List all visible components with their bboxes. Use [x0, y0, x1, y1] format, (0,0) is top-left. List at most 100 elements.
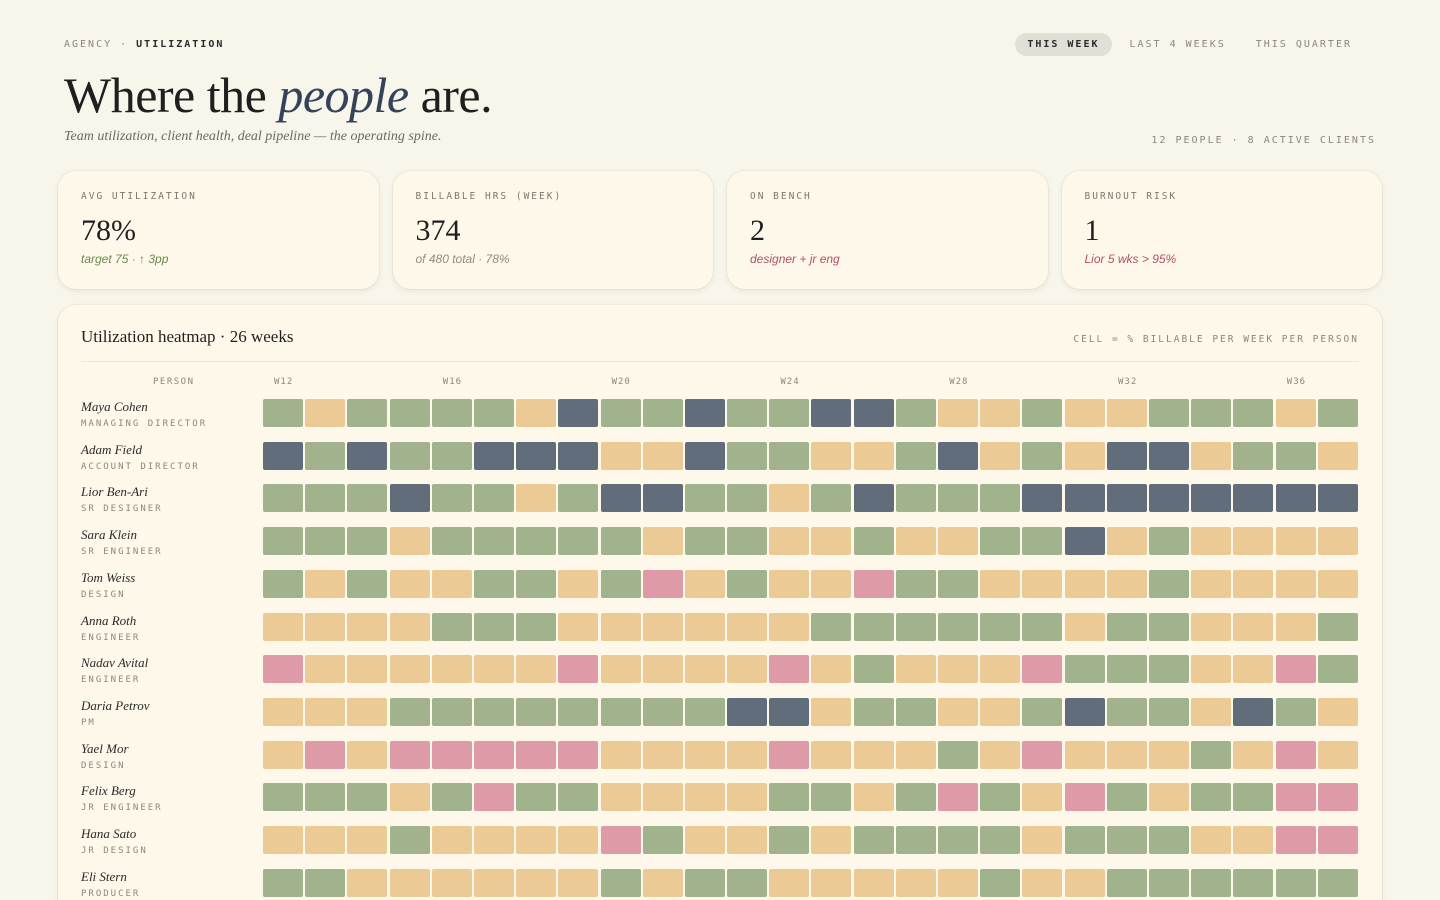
heat-cell[interactable] — [473, 527, 514, 556]
heat-cell[interactable] — [1317, 783, 1358, 812]
heat-cell[interactable] — [1317, 740, 1358, 769]
heat-cell[interactable] — [1191, 740, 1232, 769]
heat-cell[interactable] — [727, 826, 768, 854]
heat-cell[interactable] — [1148, 697, 1189, 726]
heat-cell[interactable] — [684, 527, 725, 556]
heat-cell[interactable] — [600, 527, 641, 556]
heat-cell[interactable] — [811, 783, 852, 812]
heat-cell[interactable] — [938, 612, 978, 641]
heat-cell[interactable] — [305, 527, 346, 556]
heat-cell[interactable] — [600, 740, 641, 769]
heat-cell[interactable] — [558, 399, 599, 427]
heat-cell[interactable] — [853, 783, 894, 812]
heat-cell[interactable] — [980, 868, 1021, 897]
heat-cell[interactable] — [938, 826, 978, 854]
heat-cell[interactable] — [769, 868, 810, 897]
heat-cell[interactable] — [1275, 697, 1316, 726]
heat-cell[interactable] — [980, 527, 1021, 556]
heat-cell[interactable] — [853, 399, 894, 427]
heat-cell[interactable] — [1022, 527, 1063, 556]
heat-cell[interactable] — [853, 655, 894, 684]
heat-cell[interactable] — [1191, 697, 1232, 726]
heat-cell[interactable] — [389, 868, 430, 897]
heat-cell[interactable] — [811, 868, 852, 897]
heat-cell[interactable] — [431, 569, 472, 598]
heat-cell[interactable] — [684, 826, 725, 854]
heat-cell[interactable] — [431, 697, 472, 726]
heat-cell[interactable] — [431, 527, 472, 556]
heat-cell[interactable] — [558, 868, 599, 897]
heat-cell[interactable] — [516, 826, 557, 854]
heat-cell[interactable] — [642, 655, 683, 684]
heat-cell[interactable] — [938, 527, 978, 556]
heat-cell[interactable] — [473, 783, 514, 812]
heat-cell[interactable] — [1233, 868, 1274, 897]
person-row[interactable]: Nadav Avital ENGINEER — [58, 655, 1382, 697]
heat-cell[interactable] — [727, 697, 768, 726]
heat-cell[interactable] — [769, 826, 810, 854]
heat-cell[interactable] — [727, 441, 768, 470]
heat-cell[interactable] — [895, 441, 936, 470]
heat-cell[interactable] — [1317, 399, 1358, 427]
heat-cell[interactable] — [431, 484, 472, 513]
heat-cell[interactable] — [389, 697, 430, 726]
heat-cell[interactable] — [558, 783, 599, 812]
heat-cell[interactable] — [1317, 569, 1358, 598]
heat-cell[interactable] — [389, 826, 430, 854]
heat-cell[interactable] — [263, 740, 303, 769]
heat-cell[interactable] — [1191, 655, 1232, 684]
heat-cell[interactable] — [1233, 783, 1274, 812]
heat-cell[interactable] — [684, 868, 725, 897]
heat-cell[interactable] — [600, 484, 641, 513]
heat-cell[interactable] — [347, 484, 388, 513]
heat-cell[interactable] — [1106, 441, 1147, 470]
heat-cell[interactable] — [473, 826, 514, 854]
heat-cell[interactable] — [1064, 569, 1105, 598]
person-row[interactable]: Daria Petrov PM — [58, 697, 1382, 740]
heat-cell[interactable] — [1233, 655, 1274, 684]
heat-cell[interactable] — [347, 569, 388, 598]
heat-cell[interactable] — [305, 569, 346, 598]
heat-cell[interactable] — [1064, 441, 1105, 470]
heat-cell[interactable] — [1148, 826, 1189, 854]
heat-cell[interactable] — [853, 826, 894, 854]
heat-cell[interactable] — [347, 441, 388, 470]
heat-cell[interactable] — [1148, 399, 1189, 427]
heat-cell[interactable] — [980, 783, 1021, 812]
heat-cell[interactable] — [1275, 826, 1316, 854]
heat-cell[interactable] — [642, 399, 683, 427]
heat-cell[interactable] — [642, 527, 683, 556]
heat-cell[interactable] — [347, 868, 388, 897]
person-row[interactable]: Hana Sato JR DESIGN — [58, 826, 1382, 868]
heat-cell[interactable] — [811, 441, 852, 470]
heat-cell[interactable] — [1106, 612, 1147, 641]
heat-cell[interactable] — [600, 569, 641, 598]
heat-cell[interactable] — [1317, 655, 1358, 684]
heat-cell[interactable] — [895, 612, 936, 641]
range-this-quarter[interactable]: THIS QUARTER — [1255, 38, 1352, 50]
heat-cell[interactable] — [769, 783, 810, 812]
heat-cell[interactable] — [516, 612, 557, 641]
heat-cell[interactable] — [811, 697, 852, 726]
heat-cell[interactable] — [769, 740, 810, 769]
heat-cell[interactable] — [1106, 868, 1147, 897]
heat-cell[interactable] — [389, 740, 430, 769]
heat-cell[interactable] — [727, 399, 768, 427]
heat-cell[interactable] — [1022, 697, 1063, 726]
heat-cell[interactable] — [980, 569, 1021, 598]
heat-cell[interactable] — [642, 484, 683, 513]
heat-cell[interactable] — [727, 527, 768, 556]
heat-cell[interactable] — [1191, 441, 1232, 470]
heat-cell[interactable] — [473, 868, 514, 897]
heat-cell[interactable] — [811, 399, 852, 427]
heat-cell[interactable] — [1275, 612, 1316, 641]
heat-cell[interactable] — [1106, 697, 1147, 726]
heat-cell[interactable] — [1022, 826, 1063, 854]
heat-cell[interactable] — [895, 527, 936, 556]
heat-cell[interactable] — [263, 441, 303, 470]
heat-cell[interactable] — [305, 697, 346, 726]
heat-cell[interactable] — [1148, 740, 1189, 769]
heat-cell[interactable] — [1317, 612, 1358, 641]
heat-cell[interactable] — [431, 612, 472, 641]
heat-cell[interactable] — [1191, 399, 1232, 427]
